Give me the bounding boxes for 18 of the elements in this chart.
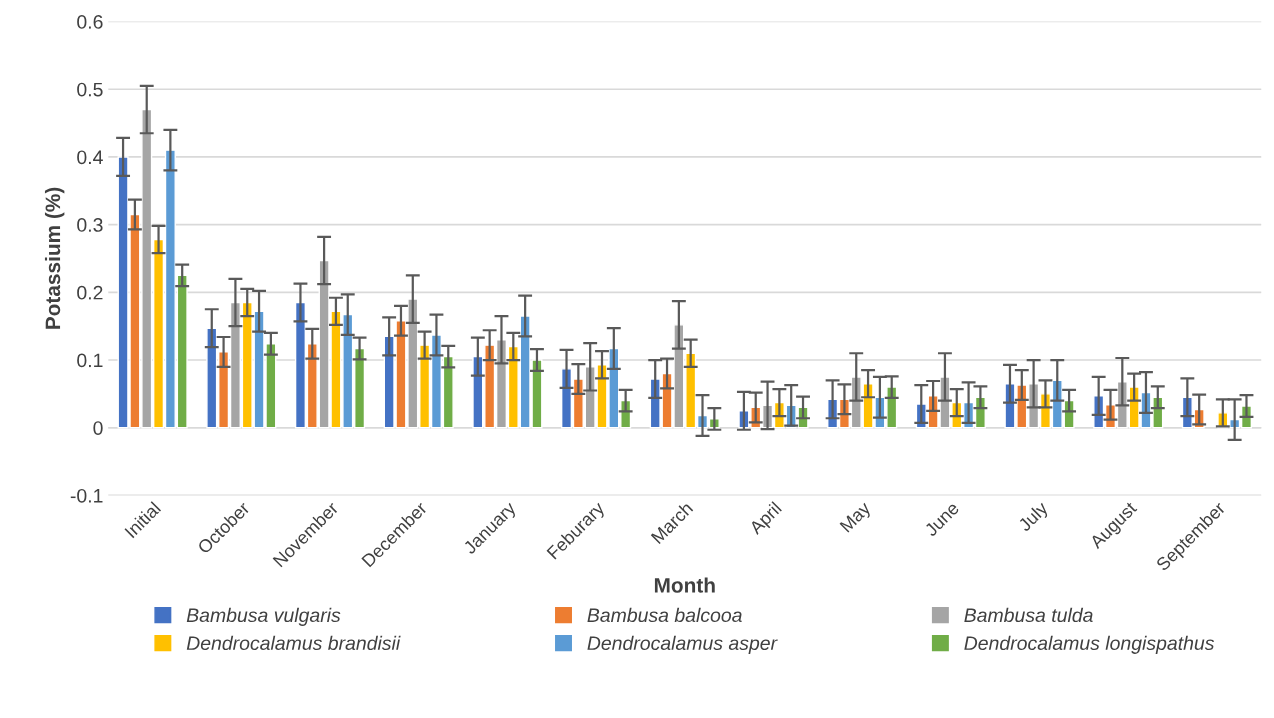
x-tick-label: May xyxy=(839,500,875,536)
legend-label: Bambusa tulda xyxy=(964,607,1093,623)
legend-label: Dendrocalamus asper xyxy=(587,635,778,654)
legend-label: Bambusa vulgaris xyxy=(186,607,341,626)
y-tick-label: 0.6 xyxy=(77,15,103,29)
y-axis-title: Potassium (%) xyxy=(44,187,65,329)
y-tick-label: -0.1 xyxy=(70,488,103,503)
x-axis-title: Month xyxy=(654,577,715,593)
y-tick-label: 0.5 xyxy=(77,82,103,97)
legend-label: Dendrocalamus brandisii xyxy=(186,635,401,651)
legend-label: Dendrocalamus longispathus xyxy=(964,635,1215,654)
x-tick-label: July xyxy=(1017,500,1052,535)
legend-label: Bambusa balcooa xyxy=(587,607,742,623)
y-tick-label: 0.1 xyxy=(77,353,103,368)
y-tick-label: 0 xyxy=(93,421,103,435)
y-tick-label: 0.3 xyxy=(77,218,103,232)
y-tick-label: 0.2 xyxy=(77,285,103,300)
y-tick-label: 0.4 xyxy=(77,150,103,165)
